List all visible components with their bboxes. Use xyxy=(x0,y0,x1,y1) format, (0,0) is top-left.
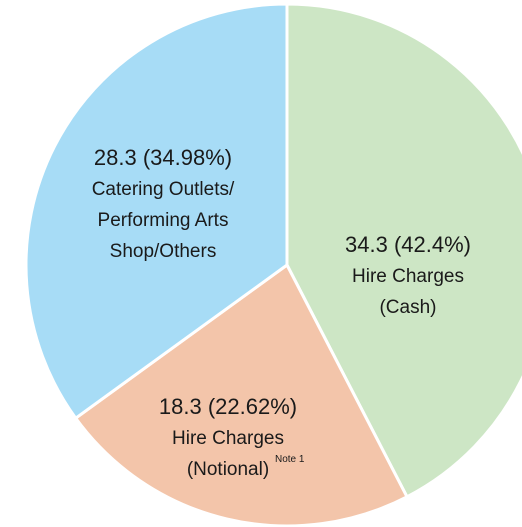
category-label: Hire Charges (Cash) xyxy=(352,266,464,318)
category-label: Catering Outlets/ Performing Arts Shop/O… xyxy=(91,179,235,262)
value-label: 34.3 (42.4%) xyxy=(345,232,471,257)
slice-label: 18.3 (22.62%) Hire Charges (Notional) xyxy=(118,391,338,485)
slice-label: 28.3 (34.98%) Catering Outlets/ Performin… xyxy=(53,142,273,267)
value-label: 18.3 (22.62%) xyxy=(158,394,298,419)
pie-slice xyxy=(73,262,410,527)
value-label: 28.3 (34.98%) xyxy=(93,145,233,170)
pie-slice xyxy=(285,2,522,499)
pie-slice xyxy=(24,2,289,421)
slice-label-box: 18.3 (22.62%) Hire Charges (Notional) xyxy=(118,391,338,485)
annotation: Note 1 xyxy=(275,454,305,465)
slice-label: 34.3 (42.4%) Hire Charges (Cash) xyxy=(298,229,518,323)
category-label: Hire Charges (Notional) xyxy=(172,428,284,480)
slice-label-box: 28.3 (34.98%) Catering Outlets/ Performin… xyxy=(53,142,273,267)
slice-label-box: 34.3 (42.4%) Hire Charges (Cash) xyxy=(298,229,518,323)
